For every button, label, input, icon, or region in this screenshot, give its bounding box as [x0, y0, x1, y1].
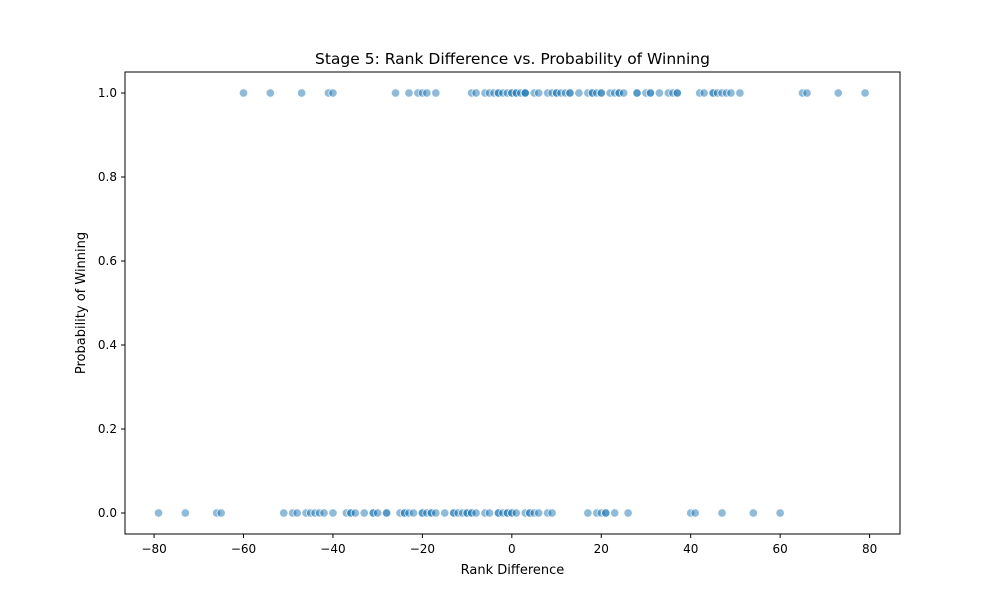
- y-axis: 0.0 0.2 0.4 0.6 0.8 1.0: [98, 86, 125, 520]
- data-point: [717, 508, 727, 518]
- data-point: [610, 508, 620, 518]
- data-point: [297, 88, 307, 98]
- data-point: [471, 88, 481, 98]
- data-point: [484, 508, 495, 518]
- x-axis-label: Rank Difference: [461, 563, 565, 578]
- data-point: [775, 508, 785, 518]
- y-tick-label: 0.8: [98, 170, 117, 184]
- x-tick-label: −20: [410, 542, 435, 556]
- x-tick-label: 40: [683, 542, 698, 556]
- data-point: [833, 88, 843, 98]
- data-point: [180, 508, 190, 518]
- data-point: [279, 508, 289, 518]
- data-point: [153, 508, 164, 518]
- data-point: [431, 508, 441, 518]
- data-point: [431, 88, 441, 98]
- x-tick-label: 0: [508, 542, 516, 556]
- data-point: [359, 508, 369, 518]
- data-point: [601, 508, 611, 518]
- x-tick-label: 80: [862, 542, 877, 556]
- plot-frame: [124, 71, 901, 535]
- data-point: [440, 508, 450, 518]
- data-point: [408, 508, 419, 518]
- x-tick-label: −40: [320, 542, 345, 556]
- data-point: [860, 88, 870, 98]
- data-point: [520, 88, 530, 98]
- data-point: [404, 88, 414, 98]
- data-point: [382, 508, 392, 518]
- data-point: [265, 88, 275, 98]
- x-tick-label: 60: [773, 542, 788, 556]
- data-point: [623, 508, 633, 518]
- data-point: [574, 88, 584, 98]
- data-point: [726, 88, 736, 98]
- x-tick-label: −60: [231, 542, 256, 556]
- data-point: [328, 88, 338, 98]
- data-point: [547, 508, 557, 518]
- data-point: [596, 88, 606, 98]
- data-point: [292, 508, 302, 518]
- data-point: [748, 508, 758, 518]
- data-point: [238, 88, 249, 98]
- data-point: [672, 88, 682, 98]
- data-point: [328, 508, 338, 518]
- data-point: [735, 88, 745, 98]
- data-point: [373, 508, 383, 518]
- data-point: [632, 88, 642, 98]
- y-tick-label: 0.6: [98, 254, 117, 268]
- data-point: [699, 88, 709, 98]
- data-point: [802, 88, 812, 98]
- data-point: [565, 88, 575, 98]
- x-tick-label: 20: [594, 542, 609, 556]
- y-tick-label: 0.0: [98, 506, 117, 520]
- y-tick-label: 0.2: [98, 422, 117, 436]
- data-point: [645, 88, 656, 98]
- data-point: [690, 508, 700, 518]
- data-point: [619, 88, 629, 98]
- data-point: [390, 88, 401, 98]
- data-point: [654, 88, 665, 98]
- y-axis-label: Probability of Winning: [74, 232, 89, 374]
- data-point: [583, 508, 593, 518]
- data-point: [216, 508, 226, 518]
- x-axis: −80 −60 −40 −20 0 20 40 60 80: [141, 534, 877, 556]
- y-tick-label: 0.4: [98, 338, 117, 352]
- data-point: [319, 508, 329, 518]
- data-point: [422, 88, 432, 98]
- x-tick-label: −80: [141, 542, 166, 556]
- data-point: [511, 508, 521, 518]
- data-point: [471, 508, 481, 518]
- data-point: [350, 508, 360, 518]
- data-point: [534, 88, 544, 98]
- y-tick-label: 1.0: [98, 86, 117, 100]
- points-layer: [153, 88, 870, 518]
- chart-title: Stage 5: Rank Difference vs. Probability…: [315, 50, 710, 68]
- data-point: [534, 508, 544, 518]
